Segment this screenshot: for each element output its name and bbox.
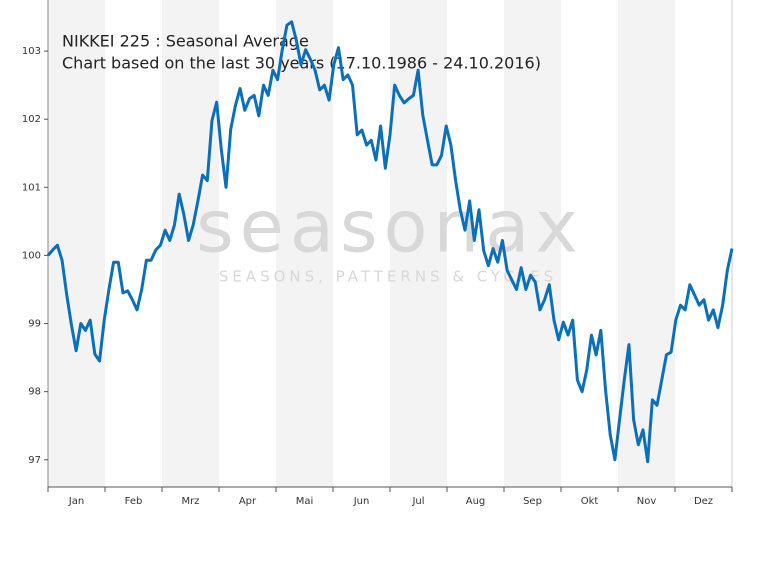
chart-title: NIKKEI 225 : Seasonal Average [62,32,309,51]
month-band [48,0,105,487]
x-tick-label: Mrz [182,496,200,507]
x-tick-label: Okt [581,496,599,507]
month-band [504,0,561,487]
y-tick-label: 99 [28,319,41,330]
watermark-tagline: SEASONS, PATTERNS & CYCLES [219,268,557,286]
x-tick-label: Mai [296,496,314,507]
y-tick-label: 101 [22,182,41,193]
x-tick-label: Aug [466,496,486,507]
x-tick-label: Feb [125,496,143,507]
watermark: seasonax [196,185,584,269]
y-tick-label: 103 [22,46,41,57]
x-tick-label: Jun [353,496,370,507]
y-tick-label: 102 [22,114,41,125]
x-tick-label: Jan [68,496,84,507]
y-tick-label: 98 [28,387,41,398]
x-tick-label: Dez [694,496,713,507]
month-band [162,0,219,487]
y-tick-label: 100 [22,250,41,261]
series-line [46,20,734,464]
x-tick-label: Apr [239,496,257,507]
month-band [618,0,675,487]
x-tick-label: Sep [523,496,542,507]
x-tick-label: Jul [411,496,424,507]
x-tick-label: Nov [637,496,657,507]
month-band [276,0,333,487]
y-tick-label: 97 [28,455,41,466]
